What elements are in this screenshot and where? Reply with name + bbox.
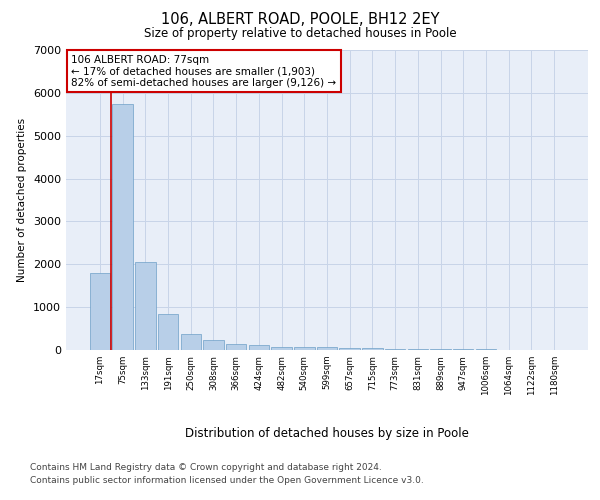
Y-axis label: Number of detached properties: Number of detached properties [17, 118, 28, 282]
Bar [362, 348, 383, 350]
Text: Distribution of detached houses by size in Poole: Distribution of detached houses by size … [185, 428, 469, 440]
Text: 106 ALBERT ROAD: 77sqm
← 17% of detached houses are smaller (1,903)
82% of semi-: 106 ALBERT ROAD: 77sqm ← 17% of detached… [71, 54, 337, 88]
Bar [407, 349, 428, 350]
Bar [226, 344, 247, 350]
Bar [181, 334, 201, 350]
Text: Contains public sector information licensed under the Open Government Licence v3: Contains public sector information licen… [30, 476, 424, 485]
Bar [203, 340, 224, 350]
Bar [430, 349, 451, 350]
Bar [90, 273, 110, 350]
Bar [317, 348, 337, 350]
Bar [248, 346, 269, 350]
Bar [294, 348, 314, 350]
Bar [112, 104, 133, 350]
Text: Contains HM Land Registry data © Crown copyright and database right 2024.: Contains HM Land Registry data © Crown c… [30, 462, 382, 471]
Bar [135, 262, 155, 350]
Bar [158, 314, 178, 350]
Bar [340, 348, 360, 350]
Text: Size of property relative to detached houses in Poole: Size of property relative to detached ho… [143, 28, 457, 40]
Text: 106, ALBERT ROAD, POOLE, BH12 2EY: 106, ALBERT ROAD, POOLE, BH12 2EY [161, 12, 439, 28]
Bar [385, 348, 406, 350]
Bar [271, 347, 292, 350]
